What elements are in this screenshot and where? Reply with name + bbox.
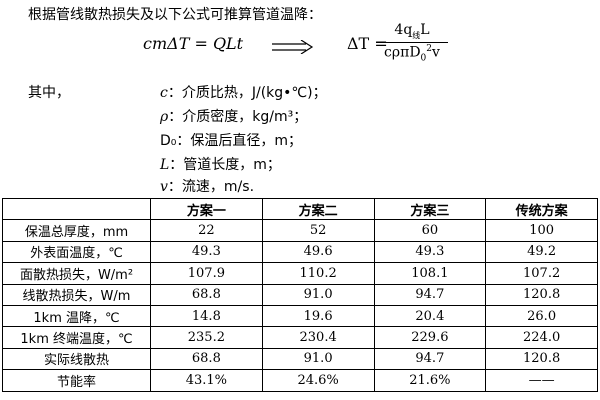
table-row: 节能率 43.1% 24.6% 21.6% —— (2, 369, 598, 392)
table-cell: 230.4 (261, 326, 375, 349)
table-cell: 24.6% (261, 369, 375, 392)
table-cell: 91.0 (261, 347, 375, 371)
table-row: 1km 终端温度，℃ 235.2 230.4 229.6 224.0 (2, 326, 598, 349)
header-cell: 方案一 (150, 197, 263, 221)
table-cell: 100 (485, 219, 598, 242)
row-label: 1km 温降，℃ (2, 304, 151, 328)
table-row: 保温总厚度，mm 22 52 60 100 (2, 219, 598, 242)
definition-l: L：管道长度，m； (160, 157, 281, 173)
table-cell: 14.8 (150, 304, 263, 328)
table-row: 实际线散热 68.8 91.0 94.7 120.8 (2, 347, 598, 371)
table-cell: 68.8 (150, 347, 263, 371)
header-cell: 方案二 (261, 197, 375, 221)
table-cell: 20.4 (373, 304, 487, 328)
row-label: 实际线散热 (2, 347, 151, 371)
fraction-denominator: cρπD02v (384, 43, 440, 64)
table-cell: 120.8 (485, 347, 598, 371)
table-header-row: 方案一 方案二 方案三 传统方案 (2, 197, 598, 221)
table-cell: 107.9 (150, 262, 263, 285)
table-cell: 110.2 (261, 262, 375, 285)
equation-left: cmΔT = QLt (143, 34, 244, 53)
table-cell: 94.7 (373, 283, 487, 306)
row-label: 线散热损失，W/m (2, 283, 151, 306)
table-cell: 224.0 (485, 326, 598, 349)
equation-fraction: 4q线L cρπD02v (376, 22, 448, 63)
definition-v: v：流速，m/s. (160, 179, 255, 195)
implies-arrow-icon (272, 40, 314, 54)
table-cell: 22 (150, 219, 263, 242)
row-label: 外表面温度，℃ (2, 240, 151, 264)
equation-right-lhs: ΔT = (347, 34, 388, 53)
table-cell: 49.3 (373, 240, 487, 264)
row-label: 面散热损失，W/m² (2, 262, 151, 285)
table-cell: 107.2 (485, 262, 598, 285)
table-cell: 94.7 (373, 347, 487, 371)
table-cell: 43.1% (150, 369, 263, 392)
intro-text: 根据管线散热损失及以下公式可推算管道温降： (28, 7, 322, 23)
table-cell: 49.6 (261, 240, 375, 264)
table-cell: 49.3 (150, 240, 263, 264)
table-cell: 120.8 (485, 283, 598, 306)
table-row: 面散热损失，W/m² 107.9 110.2 108.1 107.2 (2, 262, 598, 285)
table-cell: 49.2 (485, 240, 598, 264)
comparison-table: 方案一 方案二 方案三 传统方案 保温总厚度，mm 22 52 60 100 外… (2, 197, 598, 392)
header-cell (2, 197, 151, 221)
table-cell: 52 (261, 219, 375, 242)
table-cell: —— (485, 369, 598, 392)
table-cell: 108.1 (373, 262, 487, 285)
table-row: 外表面温度，℃ 49.3 49.6 49.3 49.2 (2, 240, 598, 264)
table-cell: 229.6 (373, 326, 487, 349)
table-cell: 26.0 (485, 304, 598, 328)
header-cell: 传统方案 (485, 197, 598, 221)
table-cell: 19.6 (261, 304, 375, 328)
table-cell: 21.6% (373, 369, 487, 392)
row-label: 保温总厚度，mm (2, 219, 151, 242)
header-cell: 方案三 (373, 197, 487, 221)
definition-rho: ρ：介质密度，kg/m³； (160, 109, 308, 125)
table-row: 线散热损失，W/m 68.8 91.0 94.7 120.8 (2, 283, 598, 306)
where-label: 其中， (28, 85, 70, 101)
row-label: 节能率 (2, 369, 151, 392)
table-row: 1km 温降，℃ 14.8 19.6 20.4 26.0 (2, 304, 598, 328)
table-cell: 60 (373, 219, 487, 242)
definition-d0: D₀：保温后直径，m； (160, 133, 303, 149)
row-label: 1km 终端温度，℃ (2, 326, 151, 349)
table-cell: 91.0 (261, 283, 375, 306)
table-cell: 68.8 (150, 283, 263, 306)
definition-c: c：介质比热，J/(kg•℃)； (160, 85, 327, 101)
table-cell: 235.2 (150, 326, 263, 349)
fraction-numerator: 4q线L (376, 22, 448, 43)
